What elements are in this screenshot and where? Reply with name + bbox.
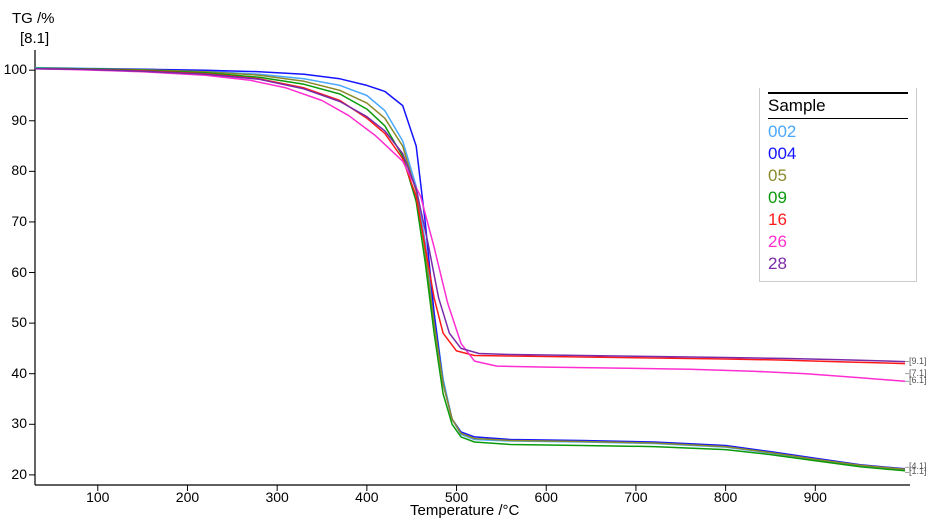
- end-marker: [9.1]: [909, 356, 927, 366]
- legend-item-09: 09: [768, 187, 908, 209]
- x-tick-label: 600: [526, 489, 566, 505]
- y-tick-label: 80: [11, 162, 27, 178]
- legend-item-26: 26: [768, 231, 908, 253]
- y-tick-label: 90: [11, 112, 27, 128]
- y-axis-label: TG /%: [12, 10, 55, 27]
- legend-item-05: 05: [768, 165, 908, 187]
- legend-item-28: 28: [768, 253, 908, 275]
- x-tick-label: 200: [167, 489, 207, 505]
- legend-title: Sample: [768, 92, 908, 119]
- y-tick-label: 30: [11, 415, 27, 431]
- y-tick-label: 50: [11, 314, 27, 330]
- y-tick-label: 20: [11, 466, 27, 482]
- y-tick-label: 60: [11, 264, 27, 280]
- x-tick-label: 100: [78, 489, 118, 505]
- legend-item-16: 16: [768, 209, 908, 231]
- x-tick-label: 800: [706, 489, 746, 505]
- x-tick-label: 900: [795, 489, 835, 505]
- x-tick-label: 500: [437, 489, 477, 505]
- x-tick-label: 400: [347, 489, 387, 505]
- legend-box: Sample 0020040509162628: [759, 88, 917, 282]
- legend-item-004: 004: [768, 143, 908, 165]
- y-axis-sublabel: [8.1]: [20, 30, 49, 47]
- legend-item-002: 002: [768, 121, 908, 143]
- end-marker: [6.1]: [909, 375, 927, 385]
- y-tick-label: 100: [4, 61, 27, 77]
- x-tick-label: 700: [616, 489, 656, 505]
- y-tick-label: 40: [11, 365, 27, 381]
- x-tick-label: 300: [257, 489, 297, 505]
- y-tick-label: 70: [11, 213, 27, 229]
- end-marker: [1.1]: [909, 466, 927, 476]
